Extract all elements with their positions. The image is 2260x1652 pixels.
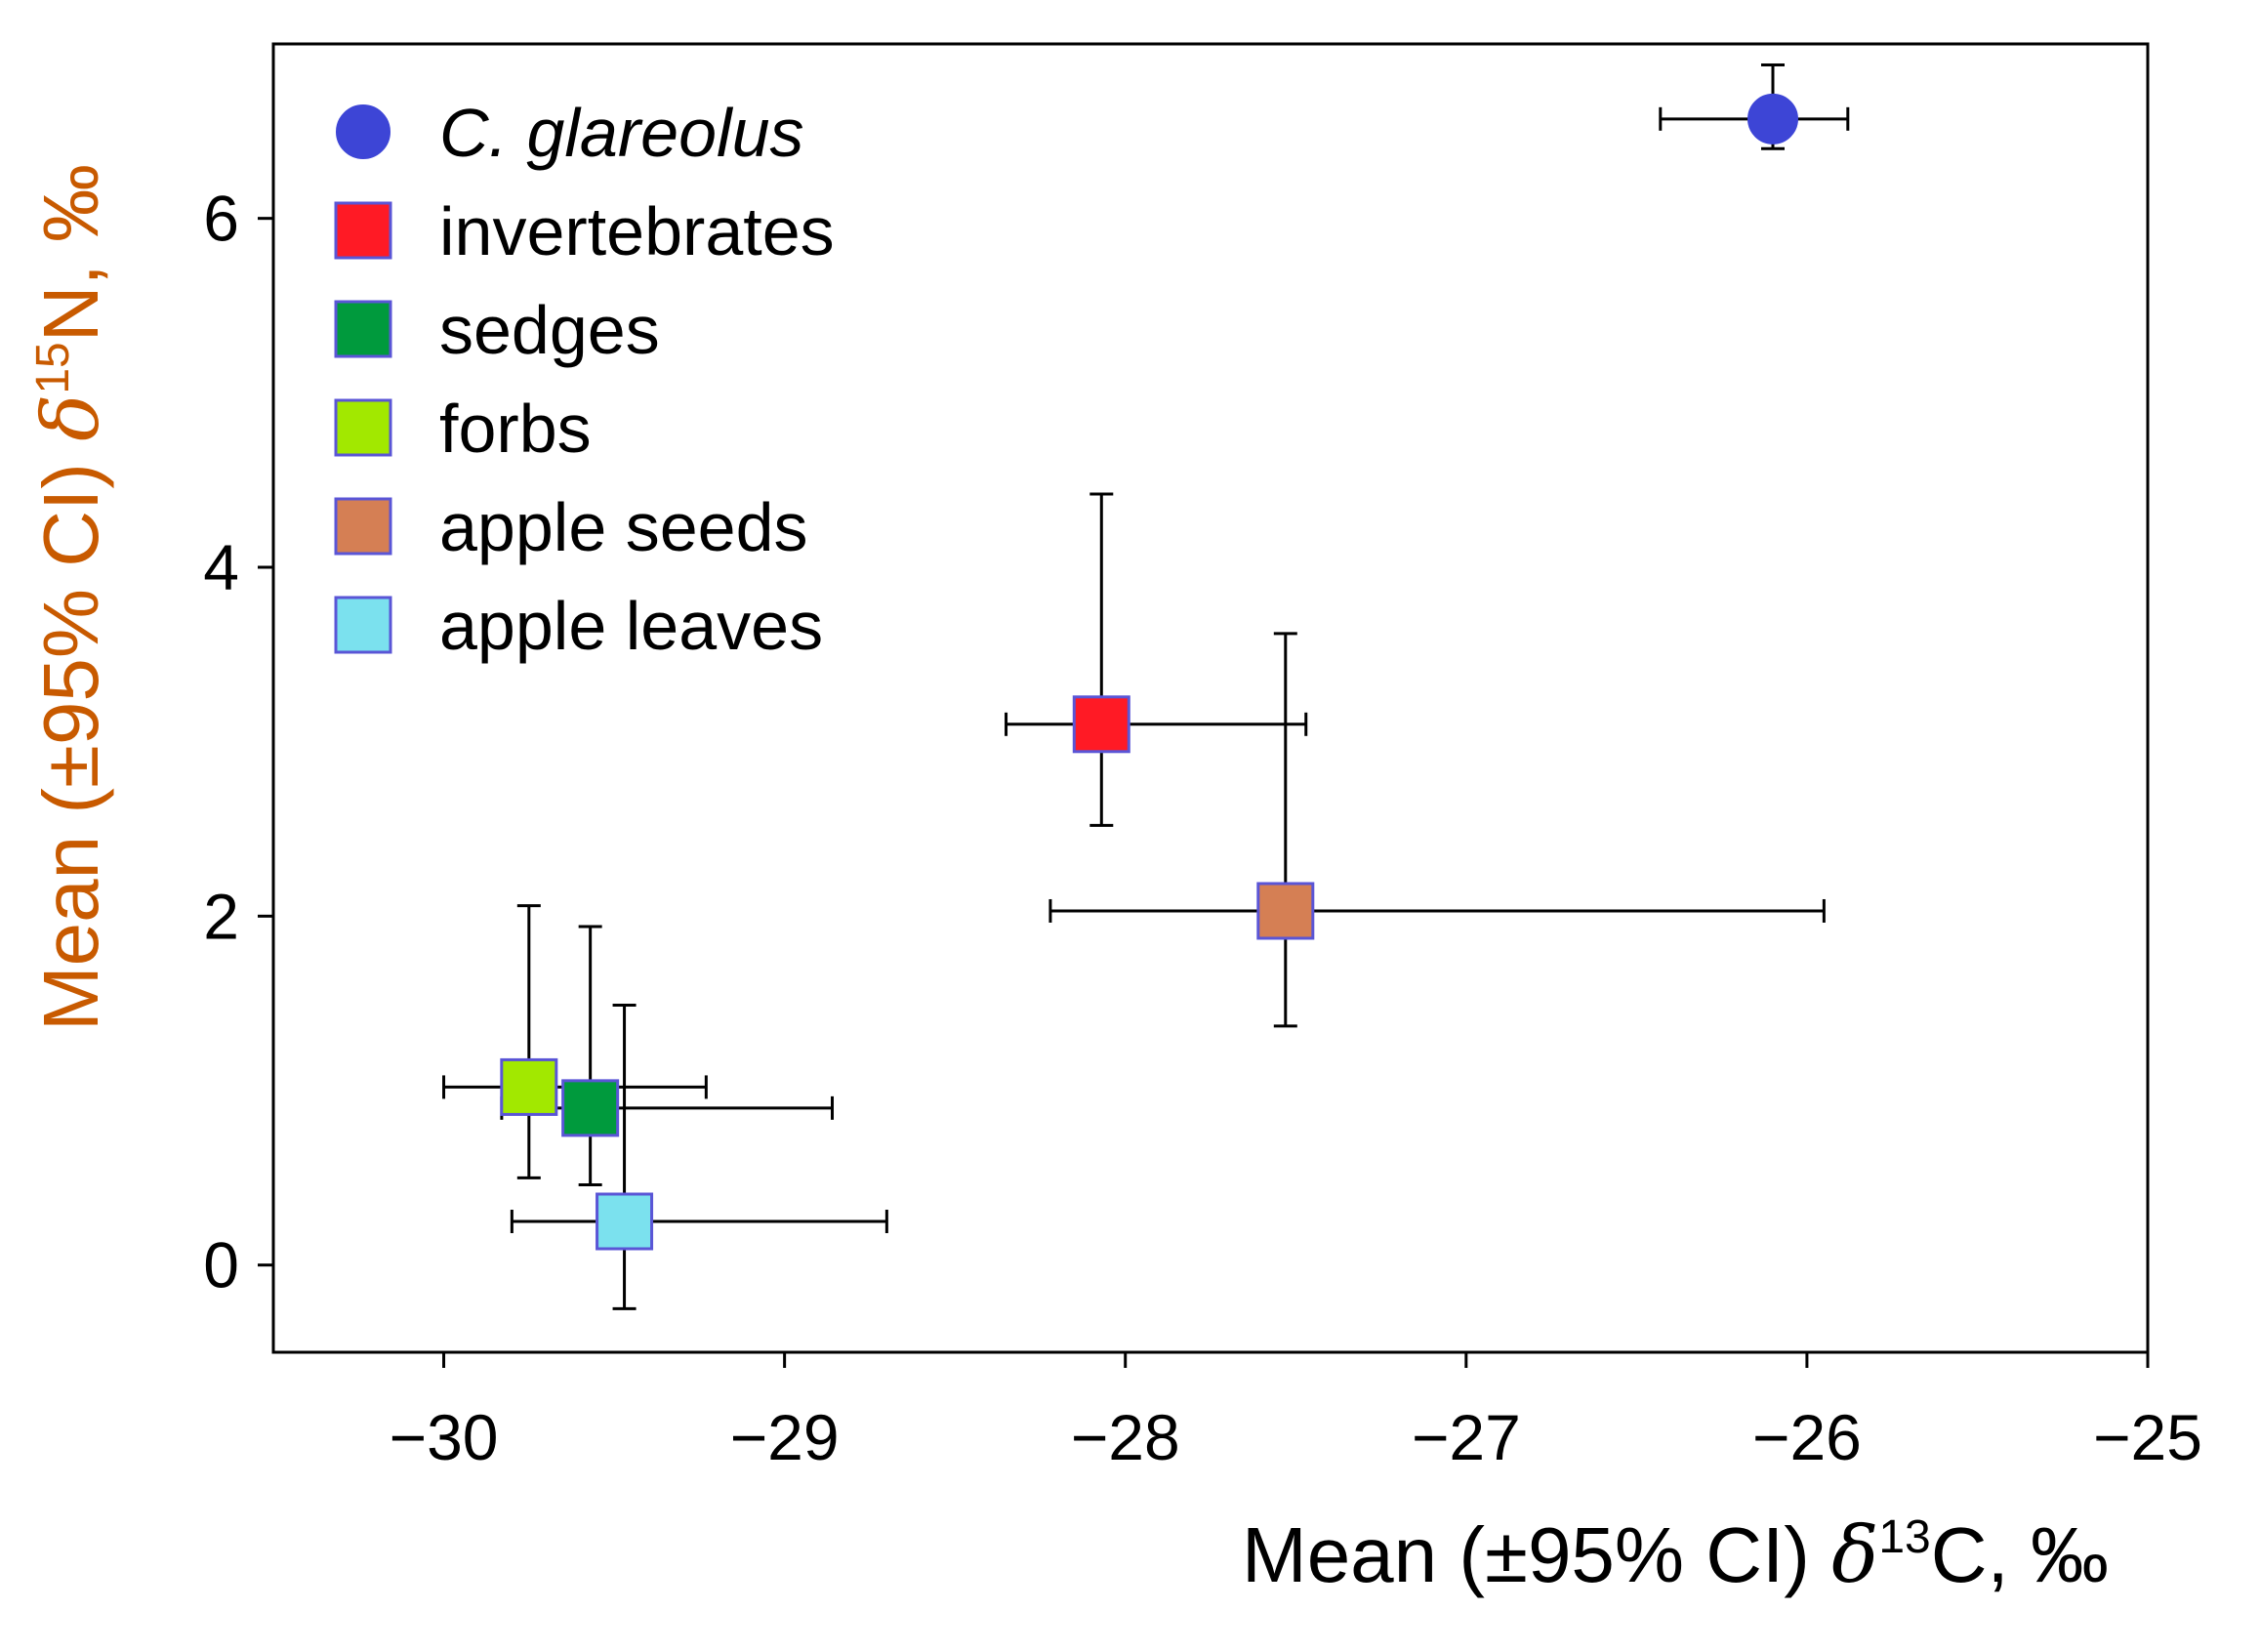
y-axis-title: Mean (±95% CI) δ15N, ‰ [25,164,116,1031]
x-axis-title-superscript: 13 [1878,1511,1930,1563]
legend-swatch [334,300,392,358]
legend-swatch [336,104,390,159]
y-tick-label: 0 [203,1229,239,1301]
y-axis-title-delta: δ [25,394,116,441]
plot-frame-layer [271,42,2150,1354]
error-bar-apple-leaves [510,1003,888,1310]
x-tick-label: −25 [2093,1401,2202,1473]
legend-label: apple leaves [439,588,823,664]
legend: C. glareolus invertebrates sedges forbs appl… [334,95,835,664]
error-bar-forbs [442,904,708,1179]
legend-label: C. glareolus [439,95,804,171]
legend-item-sedges: sedges [334,292,660,368]
y-axis: 0 2 4 6 [203,183,273,1301]
data-point-sedges [561,1079,620,1137]
plot-area-border [271,42,2150,1354]
y-axis-title-superscript: 15 [27,342,79,393]
legend-item-c-glareolus: C. glareolus [336,95,804,171]
y-tick-label: 6 [203,183,239,255]
y-tick-label: 4 [203,531,239,603]
y-axis-title-suffix: N, ‰ [27,164,114,342]
x-tick-label: −26 [1752,1401,1862,1473]
legend-swatch [334,596,392,654]
legend-label: invertebrates [439,193,835,269]
x-tick-label: −28 [1071,1401,1180,1473]
legend-label: apple seeds [439,489,808,565]
data-point-forbs [500,1057,558,1116]
legend-item-apple-leaves: apple leaves [334,588,823,664]
legend-item-invertebrates: invertebrates [334,193,835,269]
x-axis-title-delta: δ [1831,1509,1878,1600]
x-axis-title-prefix: Mean (±95% CI) [1242,1511,1831,1598]
legend-item-forbs: forbs [334,391,592,467]
error-bar-invertebrates [1005,492,1308,827]
error-bar-sedges [500,925,835,1186]
x-tick-label: −30 [390,1401,499,1473]
y-tick-label: 2 [203,880,239,952]
error-bars [442,62,1850,1310]
legend-swatch [334,201,392,260]
x-tick-label: −27 [1412,1401,1521,1473]
x-axis: −30 −29 −28 −27 −26 −25 [390,1352,2202,1473]
legend-label: sedges [439,292,660,368]
legend-swatch [334,497,392,556]
legend-label: forbs [439,391,592,467]
data-point-c-glareolus [1747,93,1798,145]
data-points [500,93,1798,1251]
legend-swatch [334,398,392,457]
data-point-invertebrates [1072,695,1130,754]
y-axis-title-prefix: Mean (±95% CI) [27,441,114,1031]
data-point-apple-leaves [596,1192,654,1251]
legend-item-apple-seeds: apple seeds [334,489,808,565]
error-bar-apple-seeds [1048,632,1826,1028]
x-axis-title: Mean (±95% CI) δ13C, ‰ [1242,1509,2109,1600]
data-point-apple-seeds [1256,882,1315,940]
x-tick-label: −29 [730,1401,840,1473]
x-axis-title-suffix: C, ‰ [1931,1511,2109,1598]
